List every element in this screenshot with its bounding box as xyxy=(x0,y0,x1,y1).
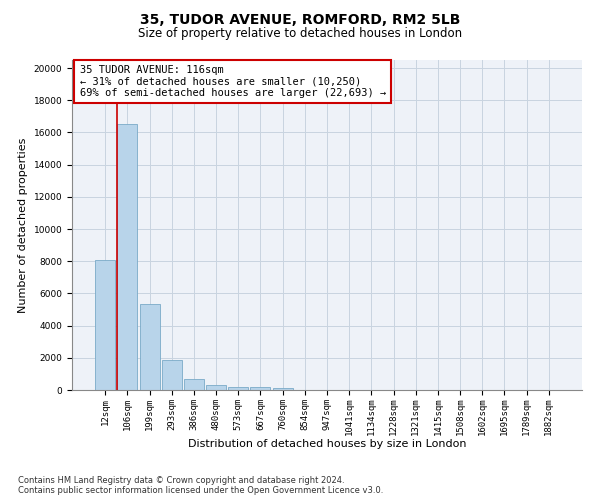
Text: Size of property relative to detached houses in London: Size of property relative to detached ho… xyxy=(138,28,462,40)
Bar xyxy=(162,360,182,390)
X-axis label: Distribution of detached houses by size in London: Distribution of detached houses by size … xyxy=(188,440,466,450)
Bar xyxy=(228,387,248,390)
Bar xyxy=(95,260,115,390)
Text: 35, TUDOR AVENUE, ROMFORD, RM2 5LB: 35, TUDOR AVENUE, ROMFORD, RM2 5LB xyxy=(140,12,460,26)
Text: 35 TUDOR AVENUE: 116sqm
← 31% of detached houses are smaller (10,250)
69% of sem: 35 TUDOR AVENUE: 116sqm ← 31% of detache… xyxy=(80,65,386,98)
Y-axis label: Number of detached properties: Number of detached properties xyxy=(18,138,28,312)
Bar xyxy=(272,388,293,390)
Bar xyxy=(140,304,160,390)
Bar xyxy=(118,124,137,390)
Bar xyxy=(184,378,204,390)
Bar xyxy=(206,385,226,390)
Bar xyxy=(250,388,271,390)
Text: Contains HM Land Registry data © Crown copyright and database right 2024.
Contai: Contains HM Land Registry data © Crown c… xyxy=(18,476,383,495)
